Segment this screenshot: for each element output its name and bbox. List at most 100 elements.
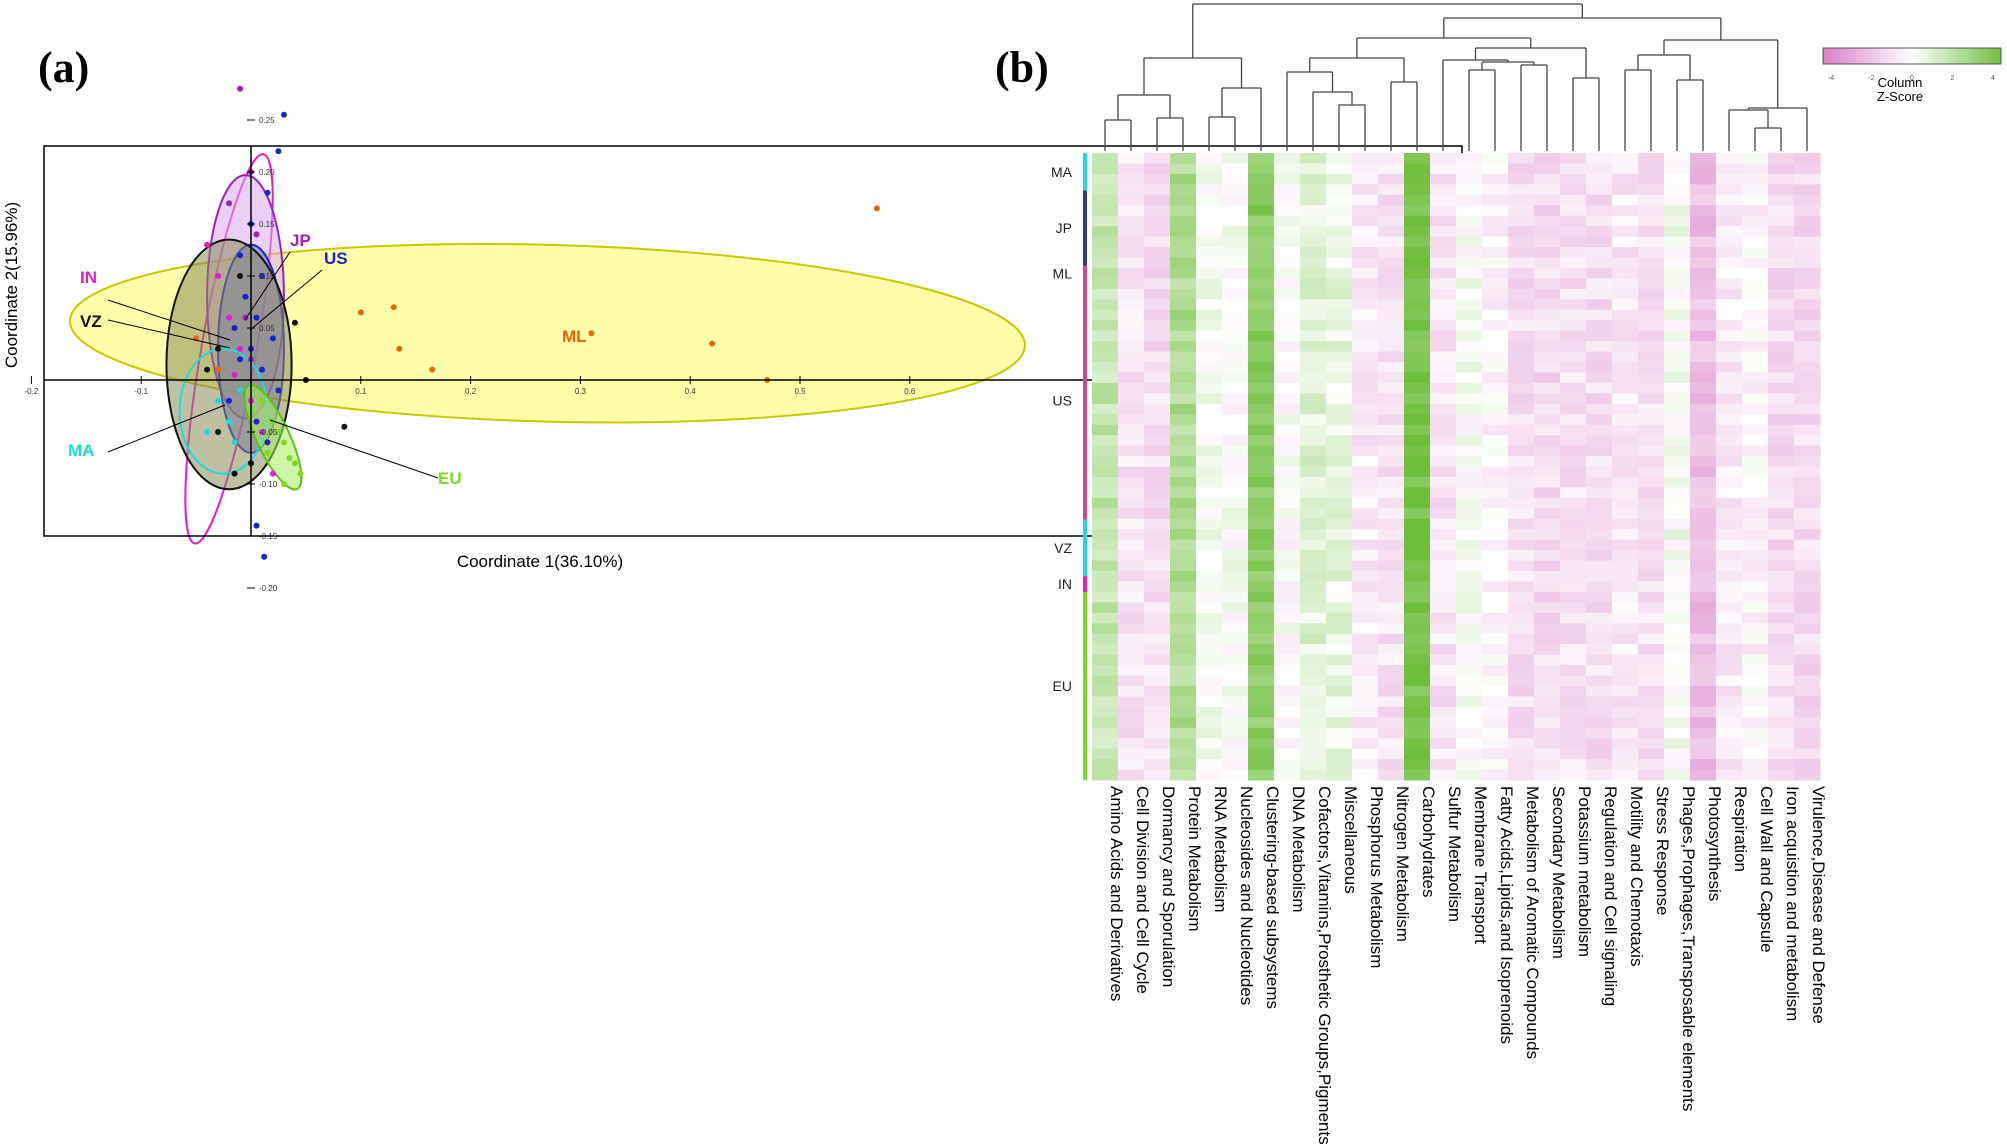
heatmap-cell [1534, 288, 1561, 300]
heatmap-cell [1196, 602, 1223, 614]
heatmap-cell [1794, 163, 1821, 175]
heatmap-cell [1716, 445, 1743, 457]
heatmap-cell [1170, 769, 1197, 781]
heatmap-cell [1690, 456, 1717, 467]
heatmap-cell [1222, 602, 1249, 614]
heatmap-cell [1274, 414, 1301, 426]
panel-b-label: (b) [995, 43, 1049, 92]
heatmap-cell [1274, 341, 1301, 353]
heatmap-cell [1352, 393, 1379, 405]
heatmap-cell [1352, 675, 1379, 687]
heatmap-cell [1092, 184, 1119, 196]
row-label-vz: VZ [1054, 540, 1072, 556]
heatmap-cell [1508, 602, 1535, 614]
heatmap-cell [1378, 456, 1405, 467]
heatmap-cell [1456, 247, 1483, 258]
heatmap-cell [1170, 696, 1197, 708]
heatmap-cell [1196, 571, 1223, 582]
heatmap-cell [1664, 247, 1691, 258]
heatmap-cell [1144, 184, 1171, 196]
heatmap-cell [1664, 351, 1691, 363]
heatmap-cell [1326, 173, 1353, 185]
heatmap-cell [1534, 247, 1561, 258]
heatmap-cell [1586, 623, 1613, 635]
heatmap-cell [1612, 696, 1639, 708]
heatmap-cell [1274, 257, 1301, 269]
heatmap-cell [1742, 623, 1769, 635]
heatmap-cell [1508, 644, 1535, 656]
point-eu [297, 470, 304, 477]
heatmap-cell [1560, 665, 1587, 676]
heatmap-cell [1716, 362, 1743, 373]
heatmap-cell [1352, 247, 1379, 258]
heatmap-cell [1274, 372, 1301, 384]
heatmap-cell [1690, 153, 1717, 164]
heatmap-cell [1352, 508, 1379, 520]
heatmap-cell [1326, 382, 1353, 394]
heatmap-cell [1378, 278, 1405, 290]
heatmap-cell [1378, 529, 1405, 541]
heatmap-cell [1456, 215, 1483, 227]
point-vz [341, 423, 348, 430]
heatmap-cell [1482, 602, 1509, 614]
heatmap-cell [1534, 299, 1561, 311]
heatmap-cell [1404, 247, 1431, 258]
point-in [204, 241, 211, 248]
heatmap-cell [1794, 456, 1821, 467]
heatmap-cell [1404, 571, 1431, 582]
heatmap-cell [1430, 550, 1457, 562]
heatmap-cell [1222, 497, 1249, 509]
heatmap-cell [1326, 362, 1353, 373]
heatmap-cell [1586, 194, 1613, 206]
heatmap-cell [1170, 267, 1197, 279]
heatmap-cell [1352, 414, 1379, 426]
heatmap-cell [1768, 466, 1795, 478]
heatmap-cell [1638, 466, 1665, 478]
point-ml [588, 330, 595, 337]
heatmap-cell [1560, 257, 1587, 269]
heatmap-cell [1248, 362, 1275, 373]
heatmap-cell [1768, 288, 1795, 300]
heatmap-cell [1378, 476, 1405, 488]
heatmap-cell [1274, 675, 1301, 687]
heatmap-cell [1378, 320, 1405, 332]
heatmap-cell [1482, 414, 1509, 426]
heatmap-cell [1534, 612, 1561, 624]
heatmap-cell [1612, 675, 1639, 687]
column-label: Protein Metabolism [1185, 786, 1204, 932]
heatmap-cell [1092, 341, 1119, 353]
heatmap-cell [1430, 309, 1457, 321]
heatmap-cell [1144, 685, 1171, 697]
heatmap-cell [1196, 382, 1223, 394]
heatmap-cell [1326, 194, 1353, 206]
heatmap-cell [1430, 247, 1457, 258]
heatmap-cell [1768, 508, 1795, 520]
heatmap-cell [1664, 278, 1691, 290]
legend-title-line1: Column [1878, 75, 1923, 90]
heatmap-cell [1560, 466, 1587, 478]
heatmap-cell [1092, 247, 1119, 258]
heatmap-cell [1326, 205, 1353, 217]
heatmap-cell [1352, 685, 1379, 697]
heatmap-cell [1196, 226, 1223, 238]
heatmap-cell [1586, 571, 1613, 582]
heatmap-cell [1378, 184, 1405, 196]
heatmap-cell [1456, 382, 1483, 394]
heatmap-cell [1638, 696, 1665, 708]
heatmap-cell [1248, 382, 1275, 394]
heatmap-cell [1742, 288, 1769, 300]
heatmap-cell [1768, 215, 1795, 227]
heatmap-cell [1430, 424, 1457, 436]
heatmap-cell [1534, 173, 1561, 185]
heatmap-cell [1196, 706, 1223, 718]
heatmap-cell [1482, 685, 1509, 697]
heatmap-cell [1508, 717, 1535, 729]
heatmap-cell [1404, 278, 1431, 290]
heatmap-cell [1612, 215, 1639, 227]
heatmap-cell [1430, 560, 1457, 572]
heatmap-cell [1612, 299, 1639, 311]
heatmap-cell [1144, 748, 1171, 760]
point-ml [396, 345, 403, 352]
heatmap-cell [1794, 591, 1821, 603]
heatmap-cell [1560, 393, 1587, 405]
